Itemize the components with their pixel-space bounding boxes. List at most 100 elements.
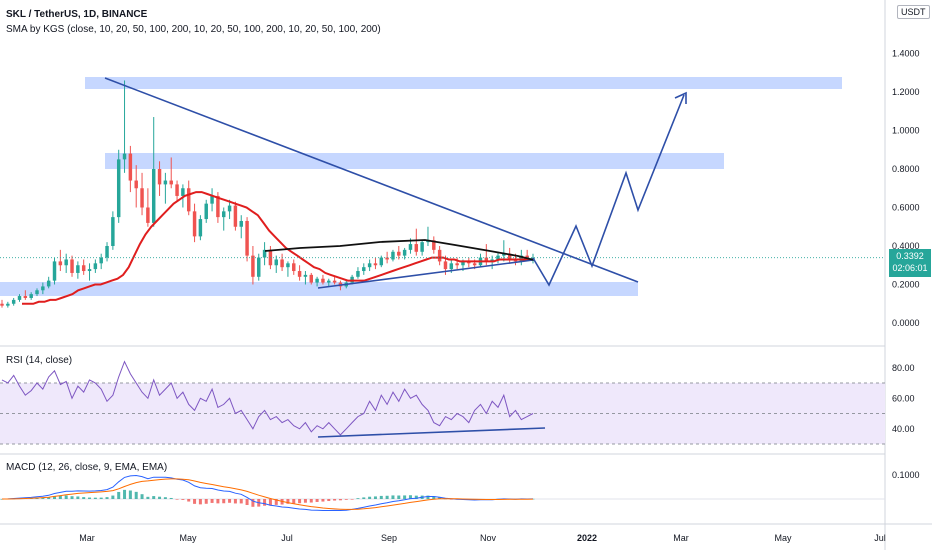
candle-body: [227, 205, 232, 212]
candle: [23, 290, 28, 300]
macd-histogram-bar: [198, 499, 202, 505]
candle-body: [87, 269, 92, 272]
candle: [257, 253, 261, 281]
candle: [496, 251, 500, 264]
candle: [414, 228, 419, 256]
candle-body: [140, 188, 144, 208]
moving-average-black[interactable]: [264, 239, 535, 261]
time-tick-label: Sep: [381, 533, 397, 543]
macd-histogram-bar: [146, 496, 150, 499]
candle-body: [99, 257, 103, 264]
macd-histogram-bar: [70, 496, 74, 499]
macd-histogram-bar: [210, 499, 214, 503]
rsi-tick-label: 80.00: [892, 363, 915, 373]
lower-trendline[interactable]: [317, 259, 534, 289]
indicator-rsi-label: RSI (14, close): [6, 355, 73, 366]
candle: [76, 261, 80, 279]
macd-histogram-bar: [134, 491, 138, 499]
macd-histogram-bar: [239, 499, 243, 504]
macd-histogram-bar: [181, 499, 185, 500]
macd-histogram-bar: [403, 495, 407, 499]
candle-body: [455, 263, 459, 266]
candle-body: [303, 274, 308, 277]
macd-histogram-bar: [338, 499, 342, 501]
candle: [426, 226, 430, 246]
candle-body: [181, 188, 185, 196]
candle: [262, 242, 267, 266]
support-resistance-zone-1: [85, 77, 842, 89]
current-price: 0.3392: [896, 251, 924, 261]
candle: [362, 263, 366, 275]
candle-body: [385, 257, 389, 260]
candle-body: [432, 240, 436, 250]
candle-body: [257, 257, 261, 277]
candle: [239, 215, 243, 239]
candle-body: [216, 195, 220, 218]
candle: [210, 188, 214, 212]
candle-body: [122, 153, 127, 160]
macd-histogram-bar: [53, 496, 57, 499]
candle-body: [461, 261, 465, 266]
macd-histogram-bar: [128, 490, 132, 499]
candle-body: [414, 244, 419, 252]
candle-body: [111, 217, 115, 246]
candle-body: [35, 290, 39, 295]
candle: [87, 263, 92, 281]
candle: [502, 240, 506, 262]
current-price-badge: 0.3392 02:06:01: [889, 249, 931, 277]
macd-histogram-bar: [438, 497, 442, 499]
projection-path[interactable]: [532, 94, 685, 287]
macd-histogram-bar: [362, 497, 366, 499]
candle-body: [204, 203, 208, 220]
macd-histogram-bar: [263, 499, 267, 506]
macd-tick-label: 0.1000: [892, 470, 920, 480]
macd-histogram-bar: [163, 497, 167, 499]
macd-histogram-bar: [286, 499, 290, 504]
candle: [146, 188, 150, 227]
macd-histogram-bar: [426, 495, 430, 499]
candle: [128, 145, 133, 193]
candle: [397, 246, 401, 260]
macd-histogram-bar: [233, 499, 237, 504]
rsi-trendline[interactable]: [317, 427, 546, 438]
candle-body: [76, 265, 80, 273]
upper-trendline[interactable]: [104, 77, 639, 283]
currency-button[interactable]: USDT: [897, 5, 930, 19]
candle: [327, 278, 331, 287]
rsi-line: [1, 360, 534, 436]
projection-arrowhead[interactable]: [674, 91, 687, 104]
macd-histogram-bar: [397, 495, 401, 499]
candle-body: [327, 280, 331, 283]
candle: [227, 199, 232, 220]
macd-histogram-bar: [187, 499, 191, 502]
candle-body: [93, 263, 98, 270]
macd-line: [1, 474, 534, 512]
candle: [303, 271, 308, 285]
candle: [192, 203, 197, 243]
candle: [432, 236, 436, 254]
candle: [251, 246, 255, 285]
macd-histogram-bar: [379, 495, 383, 499]
candle-body: [251, 255, 255, 277]
candle: [58, 249, 63, 272]
candle-body: [443, 261, 448, 270]
candle-body: [356, 271, 360, 277]
candle-body: [23, 296, 28, 298]
macd-histogram-bar: [385, 495, 389, 499]
macd-histogram-bar: [268, 499, 272, 506]
price-tick-label: 0.2000: [892, 280, 920, 290]
candle: [11, 297, 16, 306]
time-tick-label: Jul: [874, 533, 886, 543]
indicator-sma-label: SMA by KGS (close, 10, 20, 50, 100, 200,…: [6, 24, 381, 35]
candle: [204, 199, 208, 223]
time-tick-label: May: [774, 533, 792, 543]
candle-body: [472, 263, 477, 266]
candle: [507, 247, 512, 264]
signal-line: [2, 478, 534, 510]
candle: [356, 267, 360, 279]
candle-body: [163, 180, 168, 185]
candle-body: [391, 251, 395, 260]
candle: [140, 172, 144, 216]
candle: [274, 255, 278, 273]
candle-body: [239, 220, 243, 227]
